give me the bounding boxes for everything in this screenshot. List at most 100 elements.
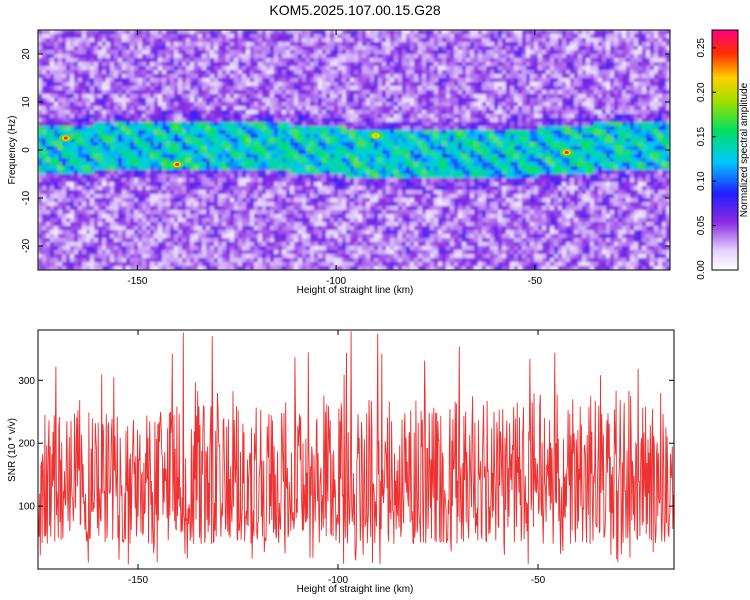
heatmap-cell [174,210,179,215]
heatmap-cell [134,194,139,199]
heatmap-cell [206,230,211,235]
heatmap-cell [218,46,223,51]
heatmap-cell [210,118,215,123]
heatmap-cell [362,110,367,115]
heatmap-cell [302,206,307,211]
heatmap-cell [74,198,79,203]
heatmap-cell [210,150,215,155]
heatmap-cell [234,30,239,35]
heatmap-cell [138,178,143,183]
heatmap-cell [98,186,103,191]
heatmap-cell [150,90,155,95]
heatmap-cell [66,210,71,215]
heatmap-cell [98,226,103,231]
heatmap-cell [106,86,111,91]
heatmap-cell [130,150,135,155]
heatmap-cell [70,246,75,251]
heatmap-cell [358,70,363,75]
heatmap-cell [166,82,171,87]
heatmap-cell [338,158,343,163]
heatmap-cell [186,238,191,243]
heatmap-cell [154,110,159,115]
heatmap-cell [214,86,219,91]
heatmap-cell [182,86,187,91]
heatmap-cell [202,170,207,175]
heatmap-cell [262,190,267,195]
heatmap-cell [158,34,163,39]
heatmap-cell [46,162,51,167]
heatmap-cell [290,202,295,207]
heatmap-cell [290,190,295,195]
heatmap-cell [330,70,335,75]
heatmap-cell [66,78,71,83]
heatmap-cell [218,178,223,183]
heatmap-cell [306,230,311,235]
heatmap-cell [62,78,67,83]
heatmap-cell [98,194,103,199]
heatmap-cell [150,74,155,79]
heatmap-cell [50,86,55,91]
heatmap-cell [90,178,95,183]
heatmap-cell [310,178,315,183]
heatmap-cell [58,54,63,59]
heatmap-cell [254,158,259,163]
heatmap-cell [178,238,183,243]
heatmap-cell [254,222,259,227]
heatmap-cell [338,242,343,247]
heatmap-cell [42,246,47,251]
heatmap-cell [126,66,131,71]
heatmap-cell [190,58,195,63]
heatmap-cell [234,230,239,235]
heatmap-cell [366,86,371,91]
heatmap-cell [94,250,99,255]
heatmap-cell [262,110,267,115]
heatmap-cell [282,58,287,63]
heatmap-cell [94,206,99,211]
heatmap-cell [42,122,47,127]
heatmap-cell [362,258,367,263]
heatmap-cell [158,158,163,163]
heatmap-cell [126,242,131,247]
heatmap-cell [186,162,191,167]
heatmap-cell [86,162,91,167]
heatmap-cell [62,46,67,51]
heatmap-cell [294,38,299,43]
heatmap-cell [254,78,259,83]
heatmap-cell [198,162,203,167]
heatmap-cell [286,162,291,167]
heatmap-cell [226,206,231,211]
heatmap-cell [338,214,343,219]
heatmap-cell [110,266,115,270]
heatmap-cell [74,86,79,91]
heatmap-cell [130,106,135,111]
heatmap-cell [146,198,151,203]
heatmap-cell [246,170,251,175]
heatmap-cell [262,34,267,39]
heatmap-cell [50,254,55,259]
heatmap-cell [290,166,295,171]
heatmap-cell [210,42,215,47]
heatmap-cell [362,190,367,195]
heatmap-cell [82,174,87,179]
heatmap-cell [230,222,235,227]
heatmap-cell [170,58,175,63]
heatmap-cell [106,190,111,195]
heatmap-cell [134,38,139,43]
heatmap-cell [190,110,195,115]
heatmap-cell [366,34,371,39]
heatmap-cell [218,34,223,39]
heatmap-cell [154,154,159,159]
heatmap-cell [54,266,59,270]
heatmap-cell [318,194,323,199]
heatmap-cell [306,222,311,227]
heatmap-cell [254,62,259,67]
heatmap-cell [298,138,303,143]
heatmap-cell [358,234,363,239]
heatmap-cell [158,130,163,135]
heatmap-cell [326,254,331,259]
heatmap-cell [190,106,195,111]
heatmap-cell [146,230,151,235]
heatmap-cell [342,182,347,187]
heatmap-cell [310,158,315,163]
